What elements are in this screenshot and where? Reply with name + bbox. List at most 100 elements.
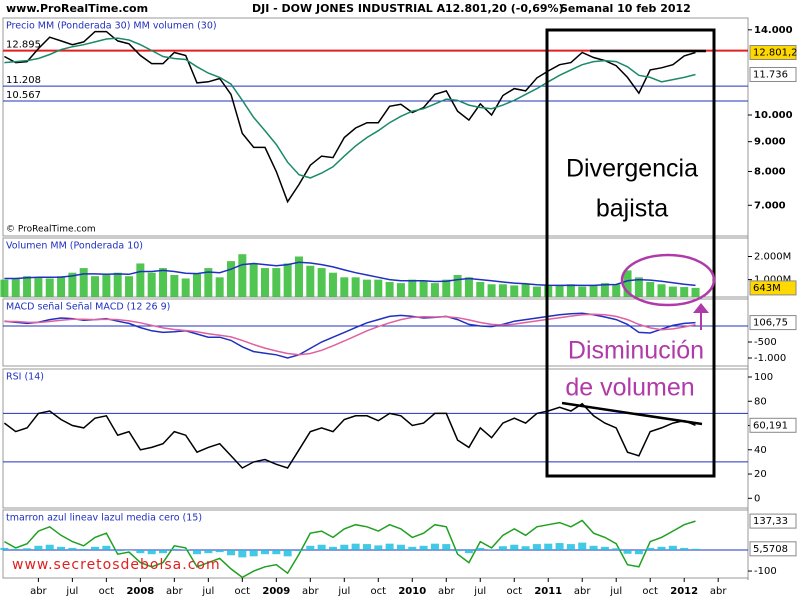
bar — [691, 548, 700, 550]
panel-legend: RSI (14) — [6, 372, 44, 383]
bar — [589, 285, 598, 297]
x-tick-label: jul — [609, 586, 622, 597]
x-tick-label: oct — [99, 586, 115, 597]
y-tick-label: 7.000 — [754, 200, 786, 211]
bar — [408, 546, 417, 550]
y-tick-label: 40 — [754, 445, 767, 456]
bar — [227, 261, 235, 297]
bar — [555, 285, 564, 297]
bar — [521, 284, 530, 297]
bar — [102, 545, 111, 550]
annotation: Disminución — [568, 337, 704, 365]
bar — [113, 272, 122, 297]
bar — [11, 548, 20, 550]
x-tick-label: oct — [642, 586, 658, 597]
bar — [351, 543, 360, 550]
bar — [612, 548, 621, 550]
quote: 12.801,20 (-0,69%) — [445, 2, 564, 15]
bar — [306, 265, 315, 297]
bar — [260, 268, 269, 297]
panel-legend: Volumen MM (Ponderada 10) — [6, 241, 143, 252]
y-tick-label: 14.000 — [754, 25, 793, 36]
series-line — [4, 37, 696, 179]
x-tick-label: 2012 — [670, 586, 698, 597]
bar — [351, 277, 360, 297]
y-tick-label: 0 — [754, 493, 760, 504]
bar — [79, 268, 88, 297]
panel-legend: Precio MM (Ponderada 30) MM volumen (30) — [6, 21, 217, 32]
bar — [374, 545, 383, 550]
bar — [91, 546, 100, 550]
bar — [487, 284, 496, 297]
bar — [204, 550, 213, 554]
bar — [566, 284, 575, 297]
bar — [521, 546, 530, 550]
bar — [34, 545, 43, 550]
bar — [317, 268, 326, 297]
bar — [159, 268, 168, 297]
bar — [442, 544, 451, 550]
y-tick-label: 10.000 — [754, 110, 793, 121]
bar — [385, 543, 394, 550]
last-value-box — [749, 541, 797, 557]
watermark: www.secretosdebolsa.com — [12, 557, 221, 573]
bar — [45, 278, 54, 297]
bar — [249, 550, 258, 557]
last-value-label: 12.801,2 — [753, 47, 798, 58]
bar — [600, 283, 609, 297]
panel-legend: tmarron azul lineav lazul media cero (15… — [6, 513, 202, 524]
bar — [657, 546, 666, 550]
bar — [238, 254, 247, 297]
bar — [317, 544, 326, 550]
site: www.ProRealTime.com — [6, 2, 148, 15]
bar — [170, 548, 179, 550]
bar — [181, 549, 190, 550]
bar — [125, 276, 134, 297]
arrow — [693, 303, 709, 330]
x-tick-label: oct — [235, 586, 251, 597]
bar — [408, 279, 417, 297]
bar — [227, 550, 235, 556]
panel — [2, 17, 749, 237]
bar — [328, 546, 337, 550]
bar — [419, 545, 428, 550]
series-line — [4, 312, 696, 359]
bar — [680, 287, 689, 297]
bar — [159, 550, 168, 554]
level-label: 12.895 — [6, 40, 41, 51]
bar — [215, 550, 224, 553]
bar — [464, 277, 473, 297]
bar — [193, 273, 202, 297]
y-tick-label: 1.000M — [754, 275, 791, 286]
bar — [294, 550, 303, 552]
last-value-box — [749, 417, 797, 433]
bar — [362, 279, 371, 297]
series-line — [4, 519, 696, 579]
bar — [668, 545, 677, 550]
bar — [68, 547, 77, 550]
bar — [215, 277, 224, 297]
bar — [680, 547, 689, 550]
bar — [272, 268, 281, 297]
last-value-label: 60,191 — [753, 420, 788, 431]
series-line — [4, 30, 696, 204]
bar — [57, 546, 66, 550]
bar — [646, 281, 655, 297]
y-tick-label: 8.000 — [754, 166, 786, 177]
bar — [544, 543, 553, 550]
y-tick-label: 2.000M — [754, 252, 791, 263]
bar — [566, 544, 575, 550]
x-tick-label: jul — [65, 586, 78, 597]
bar — [634, 550, 643, 555]
bar — [634, 277, 643, 297]
bar — [487, 549, 496, 550]
last-value-label: 5,5708 — [753, 544, 788, 555]
bar — [578, 542, 587, 550]
bar — [657, 284, 666, 297]
divergence-line — [561, 401, 703, 426]
annotation: bajista — [596, 195, 668, 223]
bar — [578, 286, 587, 297]
panels: 14.000 10.000 9.000 8.000 7.000 12.895 11.208 1… — [0, 17, 798, 597]
